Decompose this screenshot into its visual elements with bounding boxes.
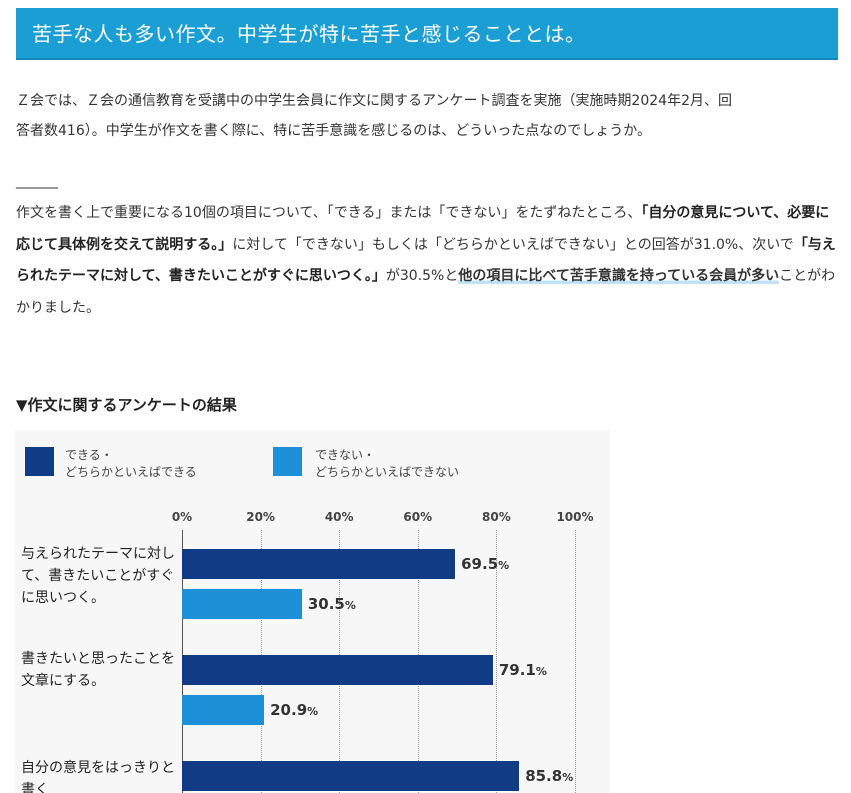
legend-label-cannot: できない・ どちらかといえばできない [315,448,460,479]
article-heading: 苦手な人も多い作文。中学生が特に苦手と感じることとは。 [16,8,838,60]
intro-paragraph: Ｚ会では、Ｚ会の通信教育を受講中の中学生会員に作文に関するアンケート調査を実施（… [16,86,836,146]
bar-can [182,655,493,685]
bar-value-label: 30.5% [307,595,356,613]
x-tick-label: 0% [171,510,193,524]
bar-value-label: 79.1% [498,661,547,679]
result-highlight: 他の項目に比べて苦手意識を持っている会員が多い [458,268,780,284]
bar-can [182,549,456,579]
bar-can [182,761,520,791]
result-text-2: に対して「できない」もしくは「どちらかといえばできない」との回答が31.0%、次… [232,236,794,253]
result-text-1: 作文を書く上で重要になる10個の項目について、「できる」または「できない」をたず… [16,205,642,221]
result-text-3: が30.5%と [385,268,459,284]
x-tick-label: 40% [324,510,354,524]
result-text-4: ことがわかりました。 [16,268,836,316]
category-label-opinion: 自分の意見をはっきりと書く [21,760,175,793]
legend-label-can: できる・ どちらかといえばできる [65,448,197,479]
category-label-theme: 与えられたテーマに対して、書きたいことがすぐに思いつく。 [21,546,175,606]
section-title: ▼作文に関するアンケートの結果 [16,396,237,414]
category-label-write: 書きたいと思ったことを文章にする。 [21,651,175,689]
bar-value-label: 20.9% [270,701,319,719]
survey-bar-chart: できる・ どちらかといえばできる できない・ どちらかといえばできない 与えられ… [15,430,610,793]
x-tick-label: 20% [246,510,275,524]
legend-swatch-cannot [273,447,302,476]
article-heading-title: 苦手な人も多い作文。中学生が特に苦手と感じることとは。 [32,22,586,46]
text-divider: ______ [16,173,58,189]
x-tick-label: 60% [403,510,433,524]
x-tick-label: 100% [556,510,594,524]
bar-cannot [182,695,265,725]
bar-cannot [182,589,302,619]
result-bold-2: 「与えられたテーマに対して、書きたいことがすぐに思いつく。」 [16,236,836,285]
result-bold-1: 「自分の意見について、必要に応じて具体例を交えて説明する。」 [16,205,830,253]
legend-swatch-can [25,447,54,476]
result-paragraph: 作文を書く上で重要になる10個の項目について、「できる」または「できない」をたず… [16,198,836,324]
gridline [575,530,576,793]
intro-line-2: 答者数416）。中学生が作文を書く際に、特に苦手意識を感じるのは、どういった点な… [16,123,652,139]
x-tick-label: 80% [482,510,511,524]
gridline [496,530,498,793]
bar-value-label: 85.8% [525,767,574,785]
intro-line-1: Ｚ会では、Ｚ会の通信教育を受講中の中学生会員に作文に関するアンケート調査を実施（… [16,93,732,109]
bar-value-label: 69.5% [461,555,510,573]
